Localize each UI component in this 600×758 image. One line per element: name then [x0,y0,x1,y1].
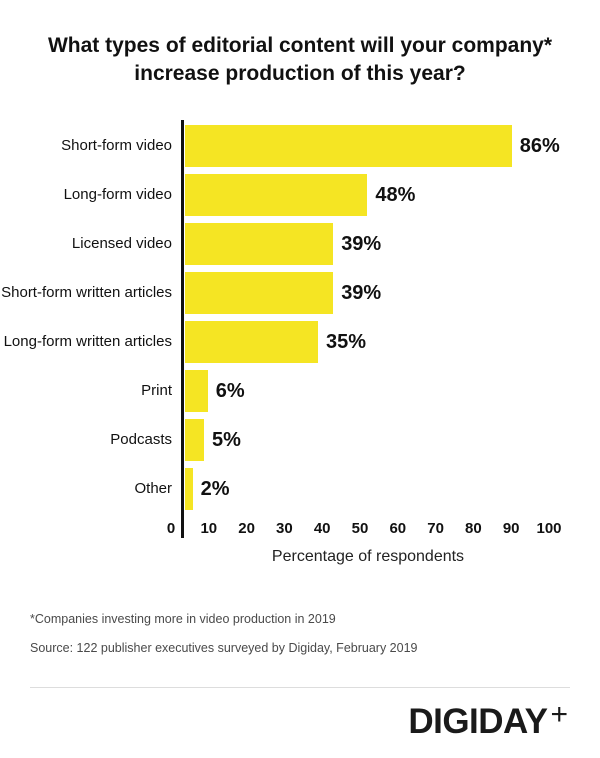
axis-tick-label: 50 [351,520,369,537]
plus-icon: + [550,698,568,731]
category-label: Licensed video [71,234,172,252]
category-label: Short-form video [61,136,172,154]
bar-area: 5% [182,418,600,461]
bar-area: 35% [182,320,600,363]
category-label: Long-form written articles [3,332,172,350]
footnote-asterisk: *Companies investing more in video produ… [30,612,336,626]
bar [185,271,334,314]
bar-area: 39% [182,271,600,314]
axis-tick-label: 10 [200,520,218,537]
chart-title: What types of editorial content will you… [47,34,553,85]
value-label: 35% [326,330,367,353]
bar-chart: Short-form video 86% Long-form video 48% Lic… [0,120,600,566]
bar-row: Short-form video 86% [0,121,600,170]
category-label: Short-form written articles [1,283,172,301]
bar-row: Other 2% [0,464,600,513]
bar-area: 2% [182,467,600,510]
bar-area: 39% [182,222,600,265]
bar-area: 48% [182,173,600,216]
bar-row: Podcasts 5% [0,415,600,464]
value-label: 2% [200,477,230,500]
chart-rows: Short-form video 86% Long-form video 48% Lic… [0,121,600,513]
y-axis-line [181,120,184,538]
bar [185,418,204,461]
footnote-source: Source: 122 publisher executives surveye… [30,641,418,655]
bar-row: Print 6% [0,366,600,415]
page: What types of editorial content will you… [0,32,600,758]
axis-tick-label: 30 [276,520,293,537]
value-label: 39% [341,281,382,304]
x-axis-ticks: 0 10 20 30 40 50 60 70 80 90 100 [167,520,600,540]
bar-row: Licensed video 39% [0,219,600,268]
category-label: Podcasts [110,430,172,448]
bar [185,173,368,216]
category-label: Long-form video [63,185,172,203]
axis-tick-label: 70 [427,520,444,537]
digiday-logo: DIGIDAY + [0,700,568,744]
axis-tick-label: 40 [313,520,331,537]
category-label: Print [141,381,172,399]
footnotes: *Companies investing more in video produ… [30,612,570,656]
bar [185,124,512,167]
axis-tick-label: 100 [536,520,562,537]
value-label: 39% [341,232,382,255]
axis-tick-label: 80 [465,520,482,537]
divider [30,687,570,688]
bar-area: 86% [182,124,600,167]
axis-tick-label: 20 [238,520,255,537]
bar-row: Long-form written articles 35% [0,317,600,366]
digiday-logo-text: DIGIDAY [408,702,548,741]
bar [185,320,318,363]
value-label: 5% [212,428,241,451]
axis-tick-label: 0 [166,520,176,537]
axis-tick-label: 90 [502,520,520,537]
value-label: 86% [519,134,560,157]
bar-row: Short-form written articles 39% [0,268,600,317]
x-axis-label: Percentage of respondents [271,548,465,565]
value-label: 48% [375,183,416,206]
bar [185,222,334,265]
category-label: Other [134,479,172,497]
axis-tick-label: 60 [389,520,407,537]
bar-row: Long-form video 48% [0,170,600,219]
bar [185,369,208,412]
bar-area: 6% [182,369,600,412]
bar [185,467,193,510]
value-label: 6% [215,379,245,402]
